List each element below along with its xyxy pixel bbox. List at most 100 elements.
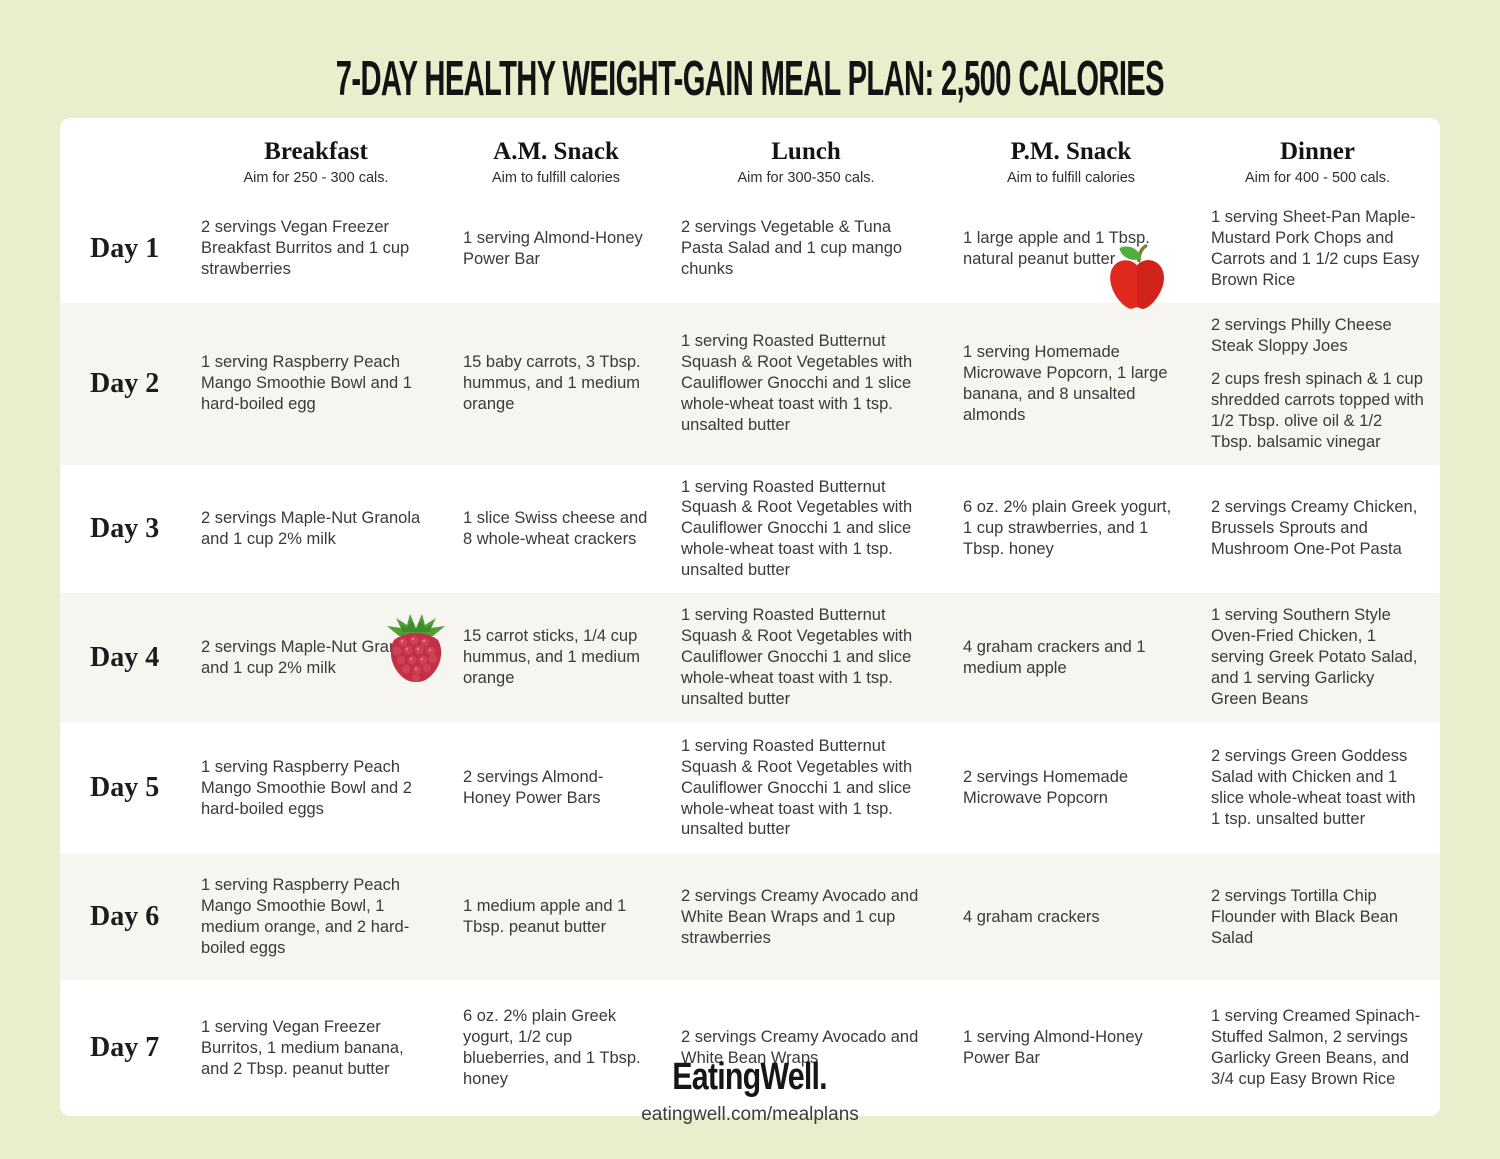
- meal-text: 2 servings Creamy Avocado and White Bean…: [681, 886, 919, 947]
- meal-plan-table: Breakfast Aim for 250 - 300 cals. A.M. S…: [60, 118, 1440, 1117]
- cell-dinner: 2 servings Tortilla Chip Flounder with B…: [1195, 874, 1440, 961]
- cell-pm-snack: 4 graham crackers: [947, 895, 1195, 940]
- meal-text: 2 servings Homemade Microwave Popcorn: [963, 768, 1129, 808]
- meal-text: 1 serving Raspberry Peach Mango Smoothie…: [201, 876, 410, 958]
- meal-text: 1 serving Raspberry Peach Mango Smoothie…: [201, 353, 412, 414]
- cell-lunch: 2 servings Creamy Avocado and White Bean…: [665, 1015, 947, 1081]
- table-row: Day 5 1 serving Raspberry Peach Mango Sm…: [60, 722, 1440, 854]
- column-subtitle: Aim to fulfill calories: [1006, 169, 1136, 186]
- meal-text: 2 cups fresh spinach & 1 cup shredded ca…: [1211, 369, 1424, 451]
- cell-pm-snack: 1 serving Almond-Honey Power Bar: [947, 1015, 1195, 1081]
- column-subtitle: Aim to fulfill calories: [491, 169, 621, 186]
- cell-lunch: 1 serving Roasted Butternut Squash & Roo…: [665, 319, 947, 448]
- cell-breakfast: 1 serving Raspberry Peach Mango Smoothie…: [185, 745, 447, 832]
- meal-text: 4 graham crackers: [963, 907, 1100, 926]
- day-label: Day 6: [90, 901, 160, 933]
- cell-lunch: 1 serving Roasted Butternut Squash & Roo…: [665, 593, 947, 722]
- meal-text: 1 serving Southern Style Oven-Fried Chic…: [1211, 606, 1418, 709]
- day-label: Day 1: [90, 232, 160, 264]
- meal-text: 1 serving Almond-Honey Power Bar: [963, 1028, 1143, 1068]
- column-subtitle: Aim for 300-350 cals.: [737, 169, 875, 186]
- cell-lunch: 1 serving Roasted Butternut Squash & Roo…: [665, 465, 947, 594]
- table-row: Day 2 1 serving Raspberry Peach Mango Sm…: [60, 302, 1440, 465]
- cell-dinner: 2 servings Green Goddess Salad with Chic…: [1195, 734, 1440, 842]
- meal-text: 1 serving Raspberry Peach Mango Smoothie…: [201, 757, 412, 818]
- meal-text: 15 baby carrots, 3 Tbsp. hummus, and 1 m…: [463, 353, 641, 414]
- meal-text: 2 servings Tortilla Chip Flounder with B…: [1211, 886, 1399, 947]
- table-row: Day 7 1 serving Vegan Freezer Burritos, …: [60, 980, 1440, 1116]
- meal-text: 2 servings Vegetable & Tuna Pasta Salad …: [681, 218, 903, 279]
- cell-am-snack: 1 slice Swiss cheese and 8 whole-wheat c…: [447, 496, 665, 562]
- meal-text: 1 serving Vegan Freezer Burritos, 1 medi…: [201, 1017, 404, 1078]
- cell-am-snack: 6 oz. 2% plain Greek yogurt, 1/2 cup blu…: [447, 994, 665, 1102]
- column-label: Dinner: [1280, 138, 1355, 165]
- meal-text: 1 serving Creamed Spinach-Stuffed Salmon…: [1211, 1007, 1421, 1089]
- cell-breakfast: 2 servings Vegan Freezer Breakfast Burri…: [185, 205, 447, 292]
- day-label: Day 2: [90, 367, 160, 399]
- column-label: A.M. Snack: [493, 138, 619, 165]
- column-header-pm-snack: P.M. Snack Aim to fulfill calories: [947, 138, 1195, 186]
- meal-text: 2 servings Philly Cheese Steak Sloppy Jo…: [1211, 315, 1392, 355]
- cell-breakfast: 1 serving Raspberry Peach Mango Smoothie…: [185, 863, 447, 971]
- column-header-am-snack: A.M. Snack Aim to fulfill calories: [447, 138, 665, 186]
- cell-pm-snack: 1 serving Homemade Microwave Popcorn, 1 …: [947, 330, 1195, 438]
- meal-text: 2 servings Creamy Avocado and White Bean…: [681, 1028, 919, 1068]
- column-header-lunch: Lunch Aim for 300-350 cals.: [665, 138, 947, 186]
- cell-dinner: 1 serving Sheet-Pan Maple-Mustard Pork C…: [1195, 195, 1440, 303]
- footer-url[interactable]: eatingwell.com/mealplans: [641, 1104, 859, 1125]
- page-title-text: 7-DAY HEALTHY WEIGHT-GAIN MEAL PLAN: 2,5…: [335, 49, 1165, 106]
- cell-pm-snack: 4 graham crackers and 1 medium apple: [947, 625, 1195, 691]
- meal-text: 1 serving Almond-Honey Power Bar: [463, 228, 643, 268]
- meal-text: 6 oz. 2% plain Greek yogurt, 1/2 cup blu…: [463, 1007, 641, 1089]
- cell-dinner: 2 servings Philly Cheese Steak Sloppy Jo…: [1195, 303, 1440, 465]
- table-header-row: Breakfast Aim for 250 - 300 cals. A.M. S…: [60, 118, 1440, 195]
- cell-am-snack: 2 servings Almond-Honey Power Bars: [447, 755, 665, 821]
- eatingwell-logo: EatingWell.: [0, 1056, 1500, 1099]
- meal-text: 2 servings Almond-Honey Power Bars: [463, 768, 604, 808]
- meal-text: 2 servings Vegan Freezer Breakfast Burri…: [201, 218, 410, 279]
- table-row: Day 4 2 servings Maple-Nut Granola and 1…: [60, 593, 1440, 723]
- cell-am-snack: 1 serving Almond-Honey Power Bar: [447, 216, 665, 282]
- day-label: Day 4: [90, 641, 160, 673]
- cell-am-snack: 15 carrot sticks, 1/4 cup hummus, and 1 …: [447, 614, 665, 701]
- cell-breakfast: 1 serving Vegan Freezer Burritos, 1 medi…: [185, 1005, 447, 1092]
- table-body: Day 1 2 servings Vegan Freezer Breakfast…: [60, 195, 1440, 1116]
- cell-dinner: 1 serving Southern Style Oven-Fried Chic…: [1195, 593, 1440, 722]
- meal-text: 1 serving Roasted Butternut Squash & Roo…: [681, 477, 913, 580]
- cell-dinner: 2 servings Creamy Chicken, Brussels Spro…: [1195, 485, 1440, 572]
- cell-lunch: 1 serving Roasted Butternut Squash & Roo…: [665, 724, 947, 853]
- meal-text: 2 servings Maple-Nut Granola and 1 cup 2…: [201, 508, 421, 548]
- cell-pm-snack: 1 large apple and 1 Tbsp. natural peanut…: [947, 216, 1195, 282]
- cell-am-snack: 15 baby carrots, 3 Tbsp. hummus, and 1 m…: [447, 340, 665, 427]
- column-label: Breakfast: [264, 138, 368, 165]
- meal-text: 6 oz. 2% plain Greek yogurt, 1 cup straw…: [963, 498, 1172, 559]
- meal-text: 4 graham crackers and 1 medium apple: [963, 637, 1146, 677]
- eatingwell-logo-text: EatingWell.: [672, 1056, 828, 1098]
- cell-breakfast: 2 servings Maple-Nut Granola and 1 cup 2…: [185, 496, 447, 562]
- day-label: Day 5: [90, 772, 160, 804]
- cell-pm-snack: 2 servings Homemade Microwave Popcorn: [947, 755, 1195, 821]
- meal-text: 1 serving Sheet-Pan Maple-Mustard Pork C…: [1211, 208, 1420, 289]
- meal-text: 1 serving Roasted Butternut Squash & Roo…: [681, 606, 913, 709]
- column-label: Lunch: [771, 138, 841, 165]
- column-label: P.M. Snack: [1010, 138, 1132, 165]
- column-subtitle: Aim for 250 - 300 cals.: [243, 169, 389, 186]
- raspberry-icon: [387, 614, 445, 682]
- column-header-dinner: Dinner Aim for 400 - 500 cals.: [1195, 138, 1440, 186]
- day-label: Day 3: [90, 512, 160, 544]
- column-subtitle: Aim for 400 - 500 cals.: [1244, 169, 1391, 186]
- cell-dinner: 1 serving Creamed Spinach-Stuffed Salmon…: [1195, 994, 1440, 1102]
- meal-text: 2 servings Creamy Chicken, Brussels Spro…: [1211, 498, 1418, 559]
- meal-text: 1 large apple and 1 Tbsp. natural peanut…: [963, 228, 1150, 268]
- meal-text: 1 serving Roasted Butternut Squash & Roo…: [681, 736, 913, 839]
- column-header-breakfast: Breakfast Aim for 250 - 300 cals.: [185, 138, 447, 186]
- meal-text: 15 carrot sticks, 1/4 cup hummus, and 1 …: [463, 627, 640, 688]
- cell-lunch: 2 servings Vegetable & Tuna Pasta Salad …: [665, 205, 947, 292]
- cell-am-snack: 1 medium apple and 1 Tbsp. peanut butter: [447, 884, 665, 950]
- apple-icon: [1110, 244, 1164, 309]
- day-label: Day 7: [90, 1032, 160, 1064]
- cell-breakfast: 2 servings Maple-Nut Granola and 1 cup 2…: [185, 625, 447, 691]
- table-row: Day 3 2 servings Maple-Nut Granola and 1…: [60, 465, 1440, 594]
- cell-lunch: 2 servings Creamy Avocado and White Bean…: [665, 874, 947, 961]
